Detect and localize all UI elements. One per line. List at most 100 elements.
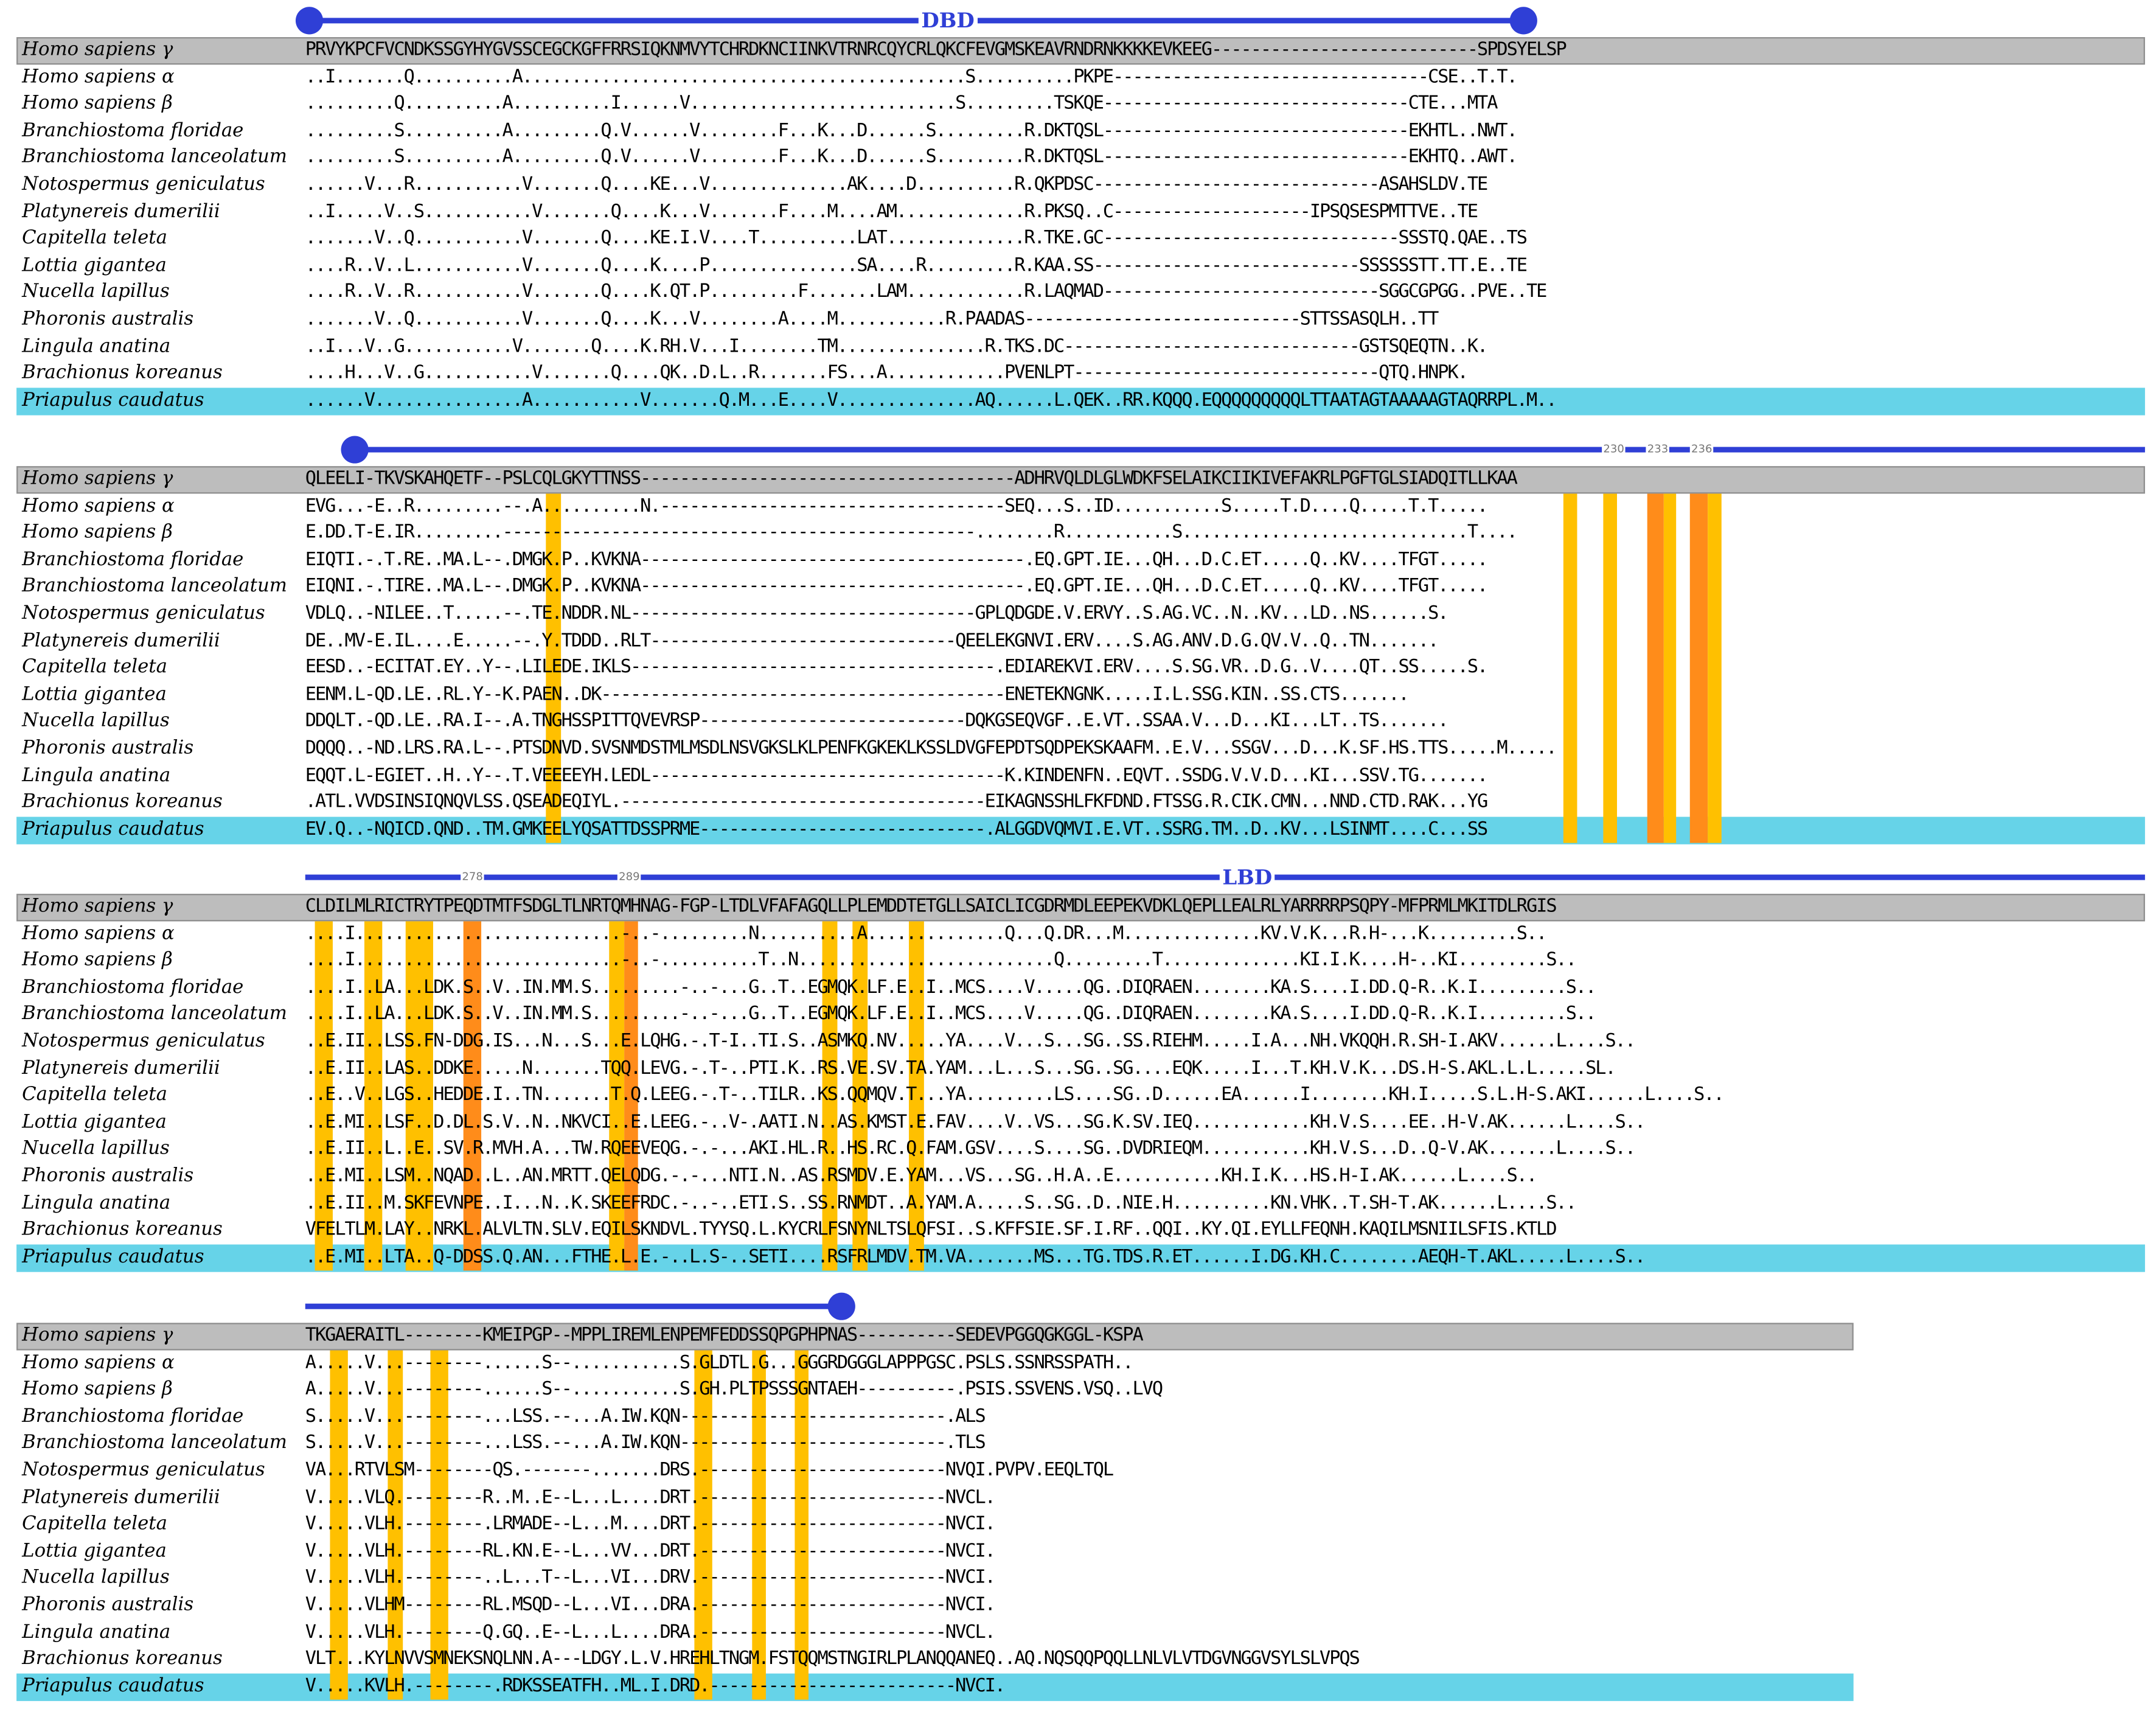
species-name: Branchiostoma floridae bbox=[22, 548, 244, 571]
sequence-row: ..I...V..G...........V.......Q....K.RH.V… bbox=[305, 336, 1489, 357]
sequence-row: EENM.L-QD.LE..RL.Y--K.PAEN..DK----------… bbox=[305, 684, 1410, 706]
species-name: Brachionus koreanus bbox=[22, 1218, 223, 1241]
key-residue-column bbox=[1689, 493, 1708, 844]
conserved-column bbox=[1603, 493, 1617, 844]
domain-end-marker bbox=[827, 1292, 855, 1320]
species-name: Platynereis dumerilii bbox=[22, 629, 220, 652]
species-name: Capitella teleta bbox=[22, 1084, 167, 1106]
key-residue-column bbox=[624, 921, 638, 1272]
sequence-row: V.....VLH.--------.LRMADE--L...M....DRT.… bbox=[305, 1514, 996, 1535]
species-name: Platynereis dumerilii bbox=[22, 200, 220, 223]
sequence-row: ..E.MI..LSF..D.DL.S.V..N..NKVCI..E.LEEG.… bbox=[305, 1112, 1646, 1133]
species-name: Notospermus geniculatus bbox=[22, 1029, 265, 1053]
key-residue-column bbox=[1647, 493, 1664, 844]
sequence-row: DE..MV-E.IL....E.....--.Y.TDDD..RLT-----… bbox=[305, 630, 1439, 652]
species-name: Notospermus geniculatus bbox=[22, 173, 265, 195]
sequence-row: .........Q..........A..........I......V.… bbox=[305, 94, 1498, 115]
alignment-block: DBD Homo sapiens γ PRVYKPCFVCNDKSSGYHYGVSS… bbox=[0, 0, 2156, 429]
sequence-row: V.....VLHM--------RL.MSQD--L...VI...DRA.… bbox=[305, 1595, 996, 1616]
conserved-column bbox=[822, 921, 838, 1272]
sequence-row: ..E..V..LGS..HEDDE.I..TN.......T.Q.LEEG.… bbox=[305, 1085, 1725, 1106]
species-name: Brachionus koreanus bbox=[22, 791, 223, 813]
sequence-row: EVG...-E..R.........--.A..........N.----… bbox=[305, 496, 1489, 517]
species-name: Homo sapiens γ bbox=[22, 467, 173, 490]
domain-label: DBD bbox=[918, 9, 978, 32]
domain-bar bbox=[309, 18, 1524, 24]
conserved-column bbox=[430, 1349, 448, 1700]
sequence-row: V.....VLQ.--------R..M..E--L...L....DRT.… bbox=[305, 1487, 996, 1508]
species-name: Nucella lapillus bbox=[22, 280, 170, 304]
sequence-row: ..E.MI..LSM..NQAD..L..AN.MRTT.QELQDG.-.-… bbox=[305, 1166, 1537, 1187]
species-name: Homo sapiens γ bbox=[22, 1324, 173, 1346]
species-name: Nucella lapillus bbox=[22, 1567, 170, 1589]
species-name: Homo sapiens α bbox=[22, 494, 175, 517]
target-row-background bbox=[16, 816, 2145, 844]
sequence-row: .ATL.VVDSINSIQNQVLSS.QSEADEQIYL.--------… bbox=[305, 792, 1489, 813]
sequence-row: ..E.II..LAS..DDKE.....N.......TQQ.LEVG.-… bbox=[305, 1058, 1616, 1079]
species-name: Brachionus koreanus bbox=[22, 1648, 223, 1670]
sequence-row: EIQTI.-.T.RE..MA.L--.DMGK.P..KVKNA------… bbox=[305, 549, 1489, 571]
sequence-row: EQQT.L-EGIET..H..Y--.T.VEEEEYH.LEDL-----… bbox=[305, 765, 1489, 786]
conserved-column bbox=[546, 493, 562, 844]
sequence-row: ....R..V..R...........V.......Q....K.QT.… bbox=[305, 282, 1548, 304]
sequence-row: .........S..........A.........Q.V......V… bbox=[305, 120, 1518, 142]
sequence-row: V.....KVLH.--------.RDKSSEATFH..ML.I.DRD… bbox=[305, 1676, 1006, 1697]
reference-row-background bbox=[16, 466, 2145, 494]
sequence-row: ....I...........................-..-....… bbox=[305, 950, 1577, 972]
conserved-column bbox=[388, 1349, 403, 1700]
species-name: Brachionus koreanus bbox=[22, 361, 223, 385]
species-name: Homo sapiens α bbox=[22, 1351, 175, 1374]
domain-end-marker bbox=[1509, 7, 1537, 35]
sequence-row: ....I..LA...LDK.S..V..IN.MM.S.........-.… bbox=[305, 977, 1597, 998]
species-name: Lottia gigantea bbox=[22, 1110, 167, 1133]
sequence-row: ....H...V..G...........V.......Q....QK..… bbox=[305, 363, 1469, 385]
species-name: Homo sapiens α bbox=[22, 922, 175, 944]
species-name: Lingula anatina bbox=[22, 1191, 171, 1214]
sequence-row: ......V...R...........V.......Q....KE...… bbox=[305, 175, 1489, 195]
species-name: Capitella teleta bbox=[22, 1512, 167, 1535]
sequence-row: A.....V...--------......S--...........S.… bbox=[305, 1379, 1163, 1401]
sequence-row: ......V...............A...........V.....… bbox=[305, 390, 1557, 411]
sequence-row: .......V..Q...........V.......Q....KE.I.… bbox=[305, 228, 1528, 249]
conserved-column bbox=[1708, 493, 1722, 844]
species-name: Priapulus caudatus bbox=[22, 818, 204, 840]
conserved-column bbox=[364, 921, 383, 1272]
species-name: Branchiostoma floridae bbox=[22, 119, 244, 142]
sequence-row: E.DD.T-E.IR.........--------------------… bbox=[305, 523, 1518, 544]
sequence-row: ....R..V..L...........V.......Q....K....… bbox=[305, 255, 1528, 276]
species-name: Homo sapiens β bbox=[22, 1378, 173, 1401]
conserved-column bbox=[1563, 493, 1577, 844]
domain-label: LBD bbox=[1219, 866, 1275, 889]
reference-row-background bbox=[16, 37, 2145, 65]
sequence-row: DDQLT.-QD.LE..RA.I--.A.TNGHSSPITTQVEVRSP… bbox=[305, 711, 1449, 733]
domain-bar bbox=[305, 1303, 842, 1309]
species-name: Nucella lapillus bbox=[22, 1138, 170, 1160]
species-name: Capitella teleta bbox=[22, 656, 167, 678]
target-row-background bbox=[16, 1673, 1854, 1701]
sequence-row: ..I.....V..S...........V.......Q....K...… bbox=[305, 201, 1478, 223]
species-name: Lingula anatina bbox=[22, 335, 171, 357]
species-name: Priapulus caudatus bbox=[22, 1674, 204, 1697]
alignment-block: 230 233 236 Homo sapiens γ QLEELI-TKVSKAHQET… bbox=[0, 429, 2156, 858]
conserved-column bbox=[852, 921, 868, 1272]
sequence-row: EIQNI.-.TIRE..MA.L--.DMGK.P..KVKNA------… bbox=[305, 576, 1489, 597]
species-name: Homo sapiens γ bbox=[22, 38, 173, 61]
species-name: Lottia gigantea bbox=[22, 683, 167, 706]
target-row-background bbox=[16, 387, 2145, 416]
sequence-row: TKGAERAITL--------KMEIPGP--MPPLIREMLENPE… bbox=[305, 1325, 1144, 1346]
species-name: Phoronis australis bbox=[22, 308, 194, 330]
species-name: Lingula anatina bbox=[22, 1620, 171, 1643]
residue-position-label: 230 bbox=[1602, 442, 1626, 456]
species-name: Homo sapiens β bbox=[22, 949, 173, 972]
sequence-row: .........S..........A.........Q.V......V… bbox=[305, 147, 1518, 169]
sequence-row: V.....VLH.--------Q.GQ..E--L...L....DRA.… bbox=[305, 1622, 996, 1643]
reference-row-background bbox=[16, 894, 2145, 922]
species-name: Branchiostoma floridae bbox=[22, 1405, 244, 1427]
sequence-row: V.....VLH.--------..L...T--L...VI...DRV.… bbox=[305, 1568, 996, 1589]
sequence-row: EESD..-ECITAT.EY..Y--.LILEDE.IKLS-------… bbox=[305, 657, 1489, 678]
species-name: Platynereis dumerilii bbox=[22, 1486, 220, 1508]
species-name: Lottia gigantea bbox=[22, 254, 167, 276]
conserved-column bbox=[694, 1349, 712, 1700]
residue-position-label: 278 bbox=[461, 870, 485, 883]
